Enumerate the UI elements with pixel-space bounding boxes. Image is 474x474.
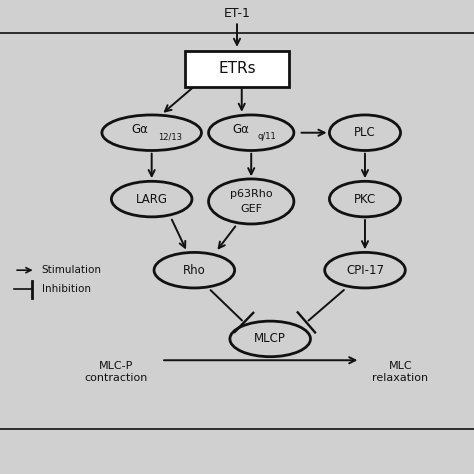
Ellipse shape <box>325 252 405 288</box>
Text: PKC: PKC <box>354 192 376 206</box>
Ellipse shape <box>230 321 310 357</box>
Text: Stimulation: Stimulation <box>42 265 102 275</box>
Text: ET-1: ET-1 <box>224 7 250 20</box>
Text: 12/13: 12/13 <box>158 132 182 141</box>
Ellipse shape <box>102 115 201 151</box>
Text: CPI-17: CPI-17 <box>346 264 384 277</box>
Text: GEF: GEF <box>240 204 262 214</box>
FancyBboxPatch shape <box>185 51 289 87</box>
Ellipse shape <box>209 115 294 151</box>
Ellipse shape <box>111 182 192 217</box>
Ellipse shape <box>154 252 235 288</box>
Text: p63Rho: p63Rho <box>230 189 273 199</box>
Text: Rho: Rho <box>183 264 206 277</box>
Text: ETRs: ETRs <box>218 61 256 76</box>
Text: LARG: LARG <box>136 192 168 206</box>
Text: MLC-P
contraction: MLC-P contraction <box>84 361 148 383</box>
Text: Gα: Gα <box>232 123 249 137</box>
Text: Gα: Gα <box>131 123 148 137</box>
Text: MLC
relaxation: MLC relaxation <box>373 361 428 383</box>
Text: Inhibition: Inhibition <box>42 284 91 294</box>
Text: PLC: PLC <box>354 126 376 139</box>
Text: q/11: q/11 <box>257 132 276 141</box>
Ellipse shape <box>209 179 294 224</box>
Ellipse shape <box>329 182 401 217</box>
Text: MLCP: MLCP <box>254 332 286 346</box>
Ellipse shape <box>329 115 401 151</box>
